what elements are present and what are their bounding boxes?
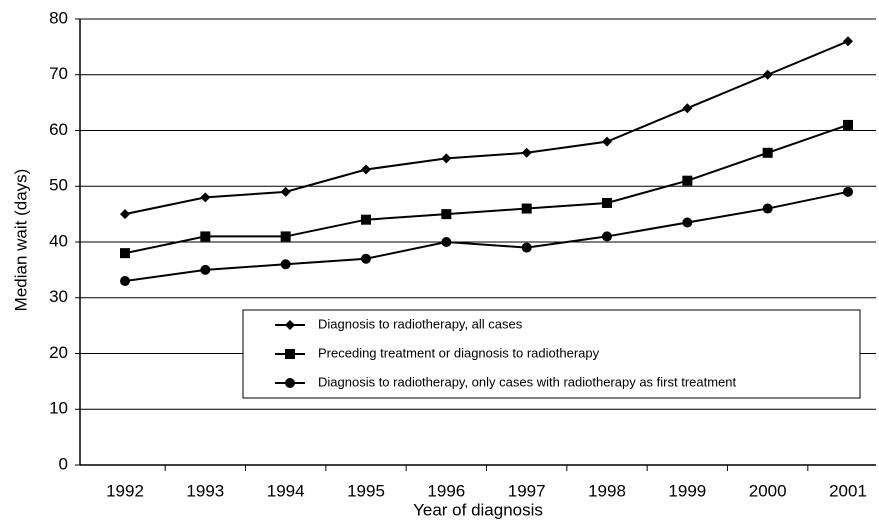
x-tick-label: 1994 — [267, 481, 305, 500]
x-tick-label: 1996 — [427, 481, 465, 500]
data-point — [762, 203, 773, 214]
legend-label: Diagnosis to radiotherapy, all cases — [318, 316, 523, 331]
y-tick-label: 60 — [49, 120, 68, 139]
data-point — [682, 217, 693, 228]
y-tick-label: 50 — [49, 176, 68, 195]
data-point — [602, 136, 612, 147]
data-point — [602, 231, 612, 242]
x-tick-label: 1999 — [668, 481, 706, 500]
data-point — [602, 197, 612, 208]
x-tick-label: 1993 — [186, 481, 224, 500]
data-point — [521, 147, 532, 158]
data-point — [521, 203, 532, 214]
x-tick-label: 1995 — [347, 481, 385, 500]
y-tick-label: 80 — [49, 8, 68, 27]
x-tick-label: 1997 — [508, 481, 546, 500]
data-point — [120, 209, 130, 220]
legend-label: Diagnosis to radiotherapy, only cases wi… — [318, 374, 737, 389]
y-tick-label: 20 — [49, 343, 68, 362]
data-point — [280, 259, 291, 270]
series-line — [124, 190, 849, 283]
legend-label: Preceding treatment or diagnosis to radi… — [318, 345, 600, 360]
data-point — [280, 231, 291, 242]
data-point — [843, 36, 853, 47]
y-tick-label: 10 — [49, 399, 68, 418]
y-tick-label: 30 — [49, 287, 68, 306]
legend-box — [242, 309, 861, 399]
data-point — [361, 253, 371, 264]
data-point — [120, 248, 130, 259]
y-axis-label: Median wait (days) — [11, 169, 30, 312]
data-point — [200, 264, 211, 275]
data-point — [441, 153, 452, 164]
data-point — [682, 103, 693, 114]
legend-marker — [285, 320, 295, 330]
data-point — [120, 276, 130, 287]
x-tick-label: 2001 — [829, 481, 867, 500]
data-point — [361, 214, 371, 225]
data-point — [682, 175, 693, 186]
series-line — [124, 123, 849, 255]
x-tick-label: 1998 — [588, 481, 626, 500]
data-point — [200, 192, 211, 203]
x-tick-label: 1992 — [106, 481, 144, 500]
legend-marker — [285, 349, 295, 359]
data-point — [441, 209, 452, 220]
y-tick-label: 40 — [49, 231, 68, 250]
data-point — [361, 164, 371, 175]
data-point — [280, 186, 291, 197]
y-tick-label: 0 — [59, 454, 68, 473]
y-tick-label: 70 — [49, 64, 68, 83]
data-point — [521, 242, 532, 253]
data-point — [843, 186, 853, 197]
data-point — [843, 119, 853, 130]
data-point — [762, 147, 773, 158]
x-tick-label: 2000 — [749, 481, 787, 500]
data-point — [441, 237, 452, 247]
legend-marker — [285, 378, 295, 388]
data-point — [200, 231, 211, 242]
series-line — [124, 40, 849, 216]
x-axis-label: Year of diagnosis — [413, 500, 543, 519]
data-point — [762, 69, 773, 80]
